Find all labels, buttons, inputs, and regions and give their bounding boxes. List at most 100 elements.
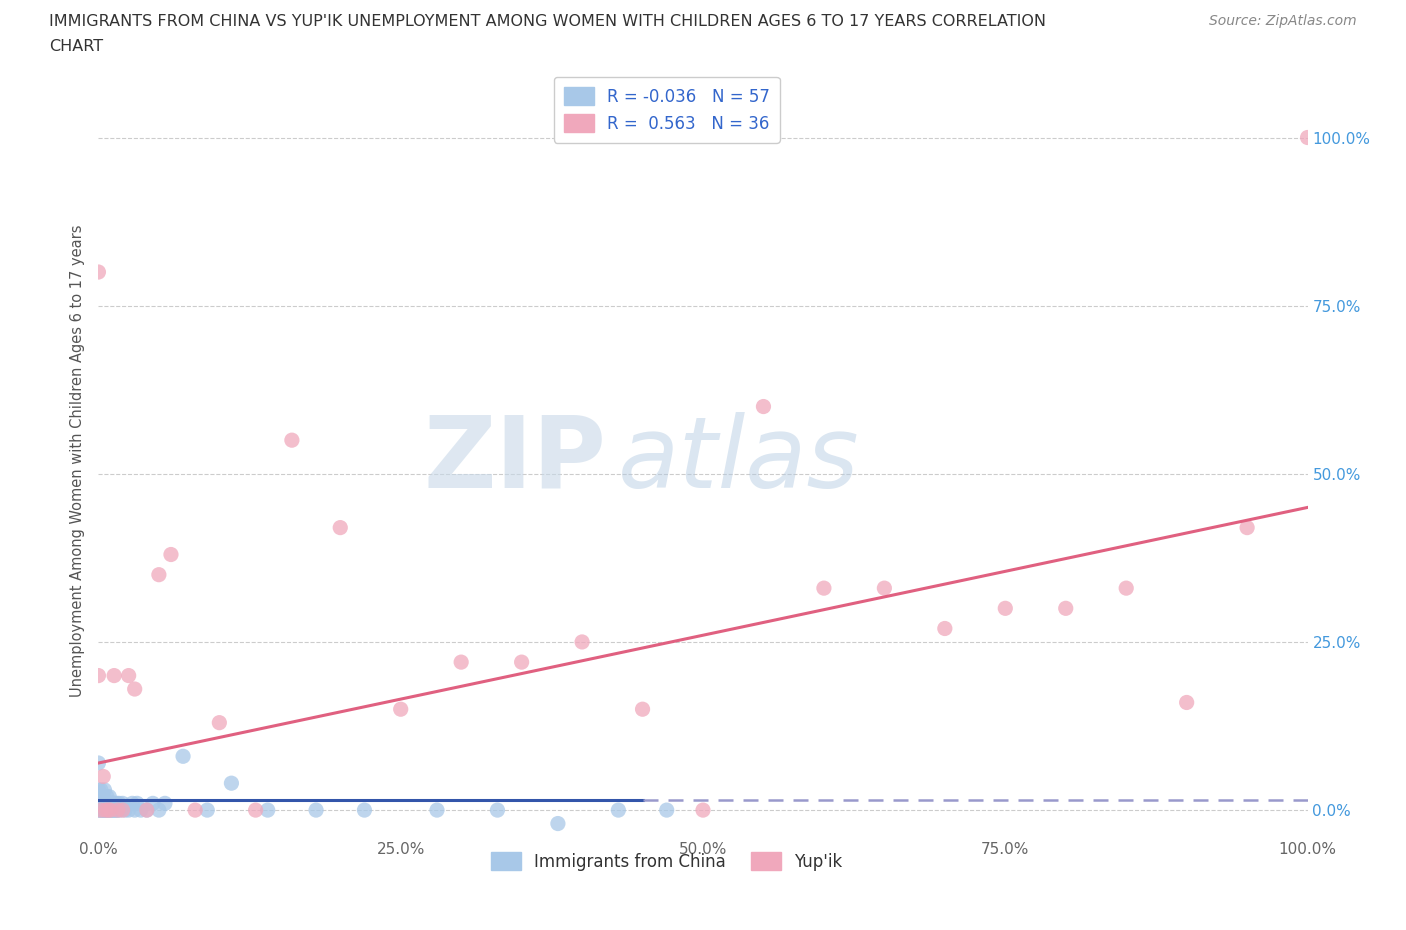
Point — [607, 803, 630, 817]
Point — [1054, 601, 1077, 616]
Point — [148, 567, 170, 582]
Point — [571, 634, 593, 649]
Point — [114, 803, 136, 817]
Point — [96, 803, 118, 817]
Point — [118, 803, 141, 817]
Point — [934, 621, 956, 636]
Point — [510, 655, 533, 670]
Point — [93, 803, 115, 817]
Point — [90, 782, 112, 797]
Point — [93, 782, 115, 797]
Point — [142, 796, 165, 811]
Point — [208, 715, 231, 730]
Point — [281, 432, 304, 447]
Point — [108, 803, 131, 817]
Point — [96, 790, 118, 804]
Point — [127, 796, 149, 811]
Point — [91, 790, 114, 804]
Point — [90, 803, 112, 817]
Point — [1115, 580, 1137, 595]
Point — [692, 803, 714, 817]
Point — [124, 803, 146, 817]
Point — [103, 796, 125, 811]
Point — [87, 782, 110, 797]
Point — [100, 796, 122, 811]
Text: Source: ZipAtlas.com: Source: ZipAtlas.com — [1209, 14, 1357, 28]
Point — [103, 803, 125, 817]
Point — [105, 803, 128, 817]
Point — [184, 803, 207, 817]
Point — [87, 668, 110, 683]
Point — [813, 580, 835, 595]
Point — [111, 796, 134, 811]
Point — [245, 803, 267, 817]
Point — [329, 520, 352, 535]
Point — [994, 601, 1017, 616]
Point — [160, 547, 183, 562]
Point — [98, 803, 121, 817]
Point — [94, 796, 117, 811]
Point — [118, 668, 141, 683]
Point — [87, 264, 110, 279]
Point — [135, 803, 157, 817]
Point — [631, 702, 654, 717]
Point — [389, 702, 412, 717]
Point — [107, 803, 129, 817]
Point — [98, 790, 121, 804]
Point — [101, 803, 124, 817]
Point — [105, 796, 128, 811]
Point — [148, 803, 170, 817]
Point — [100, 796, 122, 811]
Point — [135, 803, 157, 817]
Point — [873, 580, 896, 595]
Point — [93, 803, 115, 817]
Point — [153, 796, 176, 811]
Text: atlas: atlas — [619, 412, 860, 509]
Point — [89, 803, 111, 817]
Point — [89, 790, 111, 804]
Point — [655, 803, 678, 817]
Point — [256, 803, 278, 817]
Point — [121, 796, 143, 811]
Point — [547, 817, 569, 831]
Text: IMMIGRANTS FROM CHINA VS YUP'IK UNEMPLOYMENT AMONG WOMEN WITH CHILDREN AGES 6 TO: IMMIGRANTS FROM CHINA VS YUP'IK UNEMPLOY… — [49, 14, 1046, 29]
Point — [94, 803, 117, 817]
Y-axis label: Unemployment Among Women with Children Ages 6 to 17 years: Unemployment Among Women with Children A… — [70, 224, 86, 697]
Point — [107, 803, 129, 817]
Point — [1296, 130, 1319, 145]
Point — [100, 803, 122, 817]
Point — [97, 796, 120, 811]
Point — [87, 755, 110, 770]
Point — [104, 803, 127, 817]
Point — [111, 803, 134, 817]
Point — [1175, 695, 1198, 710]
Point — [100, 803, 122, 817]
Point — [195, 803, 218, 817]
Point — [87, 803, 110, 817]
Point — [91, 803, 114, 817]
Point — [97, 803, 120, 817]
Point — [486, 803, 509, 817]
Point — [91, 796, 114, 811]
Point — [90, 803, 112, 817]
Text: CHART: CHART — [49, 39, 103, 54]
Point — [91, 803, 114, 817]
Point — [305, 803, 328, 817]
Point — [97, 803, 120, 817]
Point — [129, 803, 152, 817]
Legend: Immigrants from China, Yup'ik: Immigrants from China, Yup'ik — [484, 845, 849, 878]
Point — [426, 803, 449, 817]
Text: ZIP: ZIP — [423, 412, 606, 509]
Point — [91, 769, 114, 784]
Point — [103, 668, 125, 683]
Point — [450, 655, 472, 670]
Point — [221, 776, 243, 790]
Point — [353, 803, 375, 817]
Point — [94, 803, 117, 817]
Point — [100, 803, 122, 817]
Point — [124, 682, 146, 697]
Point — [108, 796, 131, 811]
Point — [172, 749, 194, 764]
Point — [1236, 520, 1258, 535]
Point — [752, 399, 775, 414]
